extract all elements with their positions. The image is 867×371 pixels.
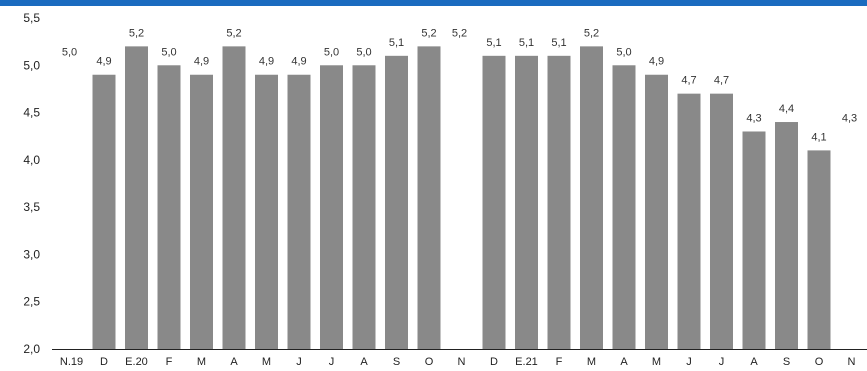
- bar: [190, 74, 213, 349]
- bar: [125, 46, 148, 349]
- x-tick-label: O: [815, 356, 824, 368]
- x-tick-label: J: [329, 356, 335, 368]
- x-tick-label: D: [490, 356, 498, 368]
- x-tick-label: M: [197, 356, 206, 368]
- bar: [775, 122, 798, 350]
- bar: [417, 46, 441, 349]
- y-tick-label: 2,0: [23, 342, 40, 356]
- bar: [807, 150, 831, 349]
- y-tick-label: 5,0: [23, 58, 40, 72]
- y-tick-label: 5,5: [23, 11, 40, 25]
- bar: [352, 65, 376, 350]
- y-tick-label: 4,0: [23, 153, 40, 167]
- x-axis: N.19 D E.20 F M A M J J A S O N D E.21 F M A M J J A S O N: [52, 349, 867, 368]
- x-tick-label: J: [719, 356, 725, 368]
- bar: [580, 46, 603, 349]
- bar: [255, 74, 278, 349]
- bar: [287, 74, 311, 349]
- data-label: 5,2: [452, 27, 467, 39]
- x-tick-label: A: [620, 356, 628, 368]
- data-label: 5,1: [519, 37, 534, 49]
- value-labels: 5,0 4,9 5,2 5,0 4,9 5,2 4,9 4,9 5,0 5,0 5,1 5,2 5,2 5…: [62, 27, 857, 143]
- data-label: 5,0: [324, 46, 339, 58]
- data-label: 4,9: [194, 56, 209, 68]
- data-label: 5,1: [486, 37, 501, 49]
- x-tick-label: A: [750, 356, 758, 368]
- x-tick-label: N: [848, 356, 856, 368]
- y-tick-label: 2,5: [23, 295, 40, 309]
- data-label: 4,9: [96, 56, 111, 68]
- bar: [92, 74, 116, 349]
- data-label: 4,4: [779, 103, 794, 115]
- data-label: 4,7: [714, 75, 729, 87]
- x-tick-label: A: [360, 356, 368, 368]
- bar: [320, 65, 343, 350]
- bar: [157, 65, 181, 350]
- data-label: 4,7: [681, 75, 696, 87]
- data-label: 5,1: [551, 37, 566, 49]
- bar: [482, 55, 506, 349]
- data-label: 5,0: [62, 46, 77, 58]
- y-tick-label: 3,5: [23, 200, 40, 214]
- y-axis: 2,0 2,5 3,0 3,5 4,0 4,5 5,0 5,5: [23, 11, 40, 356]
- bar: [645, 74, 668, 349]
- data-label: 5,2: [584, 27, 599, 39]
- x-tick-label: D: [100, 356, 108, 368]
- x-tick-label: J: [296, 356, 302, 368]
- x-tick-label: M: [262, 356, 271, 368]
- bar: [547, 55, 571, 349]
- bar: [710, 93, 733, 350]
- y-tick-label: 3,0: [23, 247, 40, 261]
- top-color-band: [0, 0, 867, 6]
- data-label: 5,0: [161, 46, 176, 58]
- y-tick-label: 4,5: [23, 106, 40, 120]
- data-label: 4,9: [259, 56, 274, 68]
- data-label: 5,0: [356, 46, 371, 58]
- data-label: 4,9: [291, 56, 306, 68]
- bar: [515, 55, 538, 349]
- bar: [742, 131, 766, 349]
- data-label: 5,1: [389, 37, 404, 49]
- data-label: 4,9: [649, 56, 664, 68]
- bar: [385, 55, 408, 349]
- x-tick-label: F: [166, 356, 173, 368]
- x-tick-label: E.21: [515, 356, 538, 368]
- bar: [222, 46, 246, 349]
- x-tick-label: M: [652, 356, 661, 368]
- x-tick-label: M: [587, 356, 596, 368]
- data-label: 5,2: [226, 27, 241, 39]
- x-tick-label: N: [458, 356, 466, 368]
- x-tick-label: E.20: [125, 356, 148, 368]
- data-label: 5,2: [129, 27, 144, 39]
- bar: [677, 93, 701, 350]
- x-tick-label: N.19: [60, 356, 83, 368]
- x-tick-label: S: [783, 356, 790, 368]
- data-label: 4,3: [842, 112, 857, 124]
- x-tick-label: O: [425, 356, 434, 368]
- x-tick-label: J: [686, 356, 692, 368]
- data-label: 4,3: [746, 112, 761, 124]
- data-label: 5,0: [616, 46, 631, 58]
- data-label: 5,2: [421, 27, 436, 39]
- x-tick-label: A: [230, 356, 238, 368]
- x-tick-label: F: [556, 356, 563, 368]
- data-label: 4,1: [811, 131, 826, 143]
- bar: [612, 65, 636, 350]
- bars: [92, 46, 831, 350]
- x-tick-label: S: [393, 356, 400, 368]
